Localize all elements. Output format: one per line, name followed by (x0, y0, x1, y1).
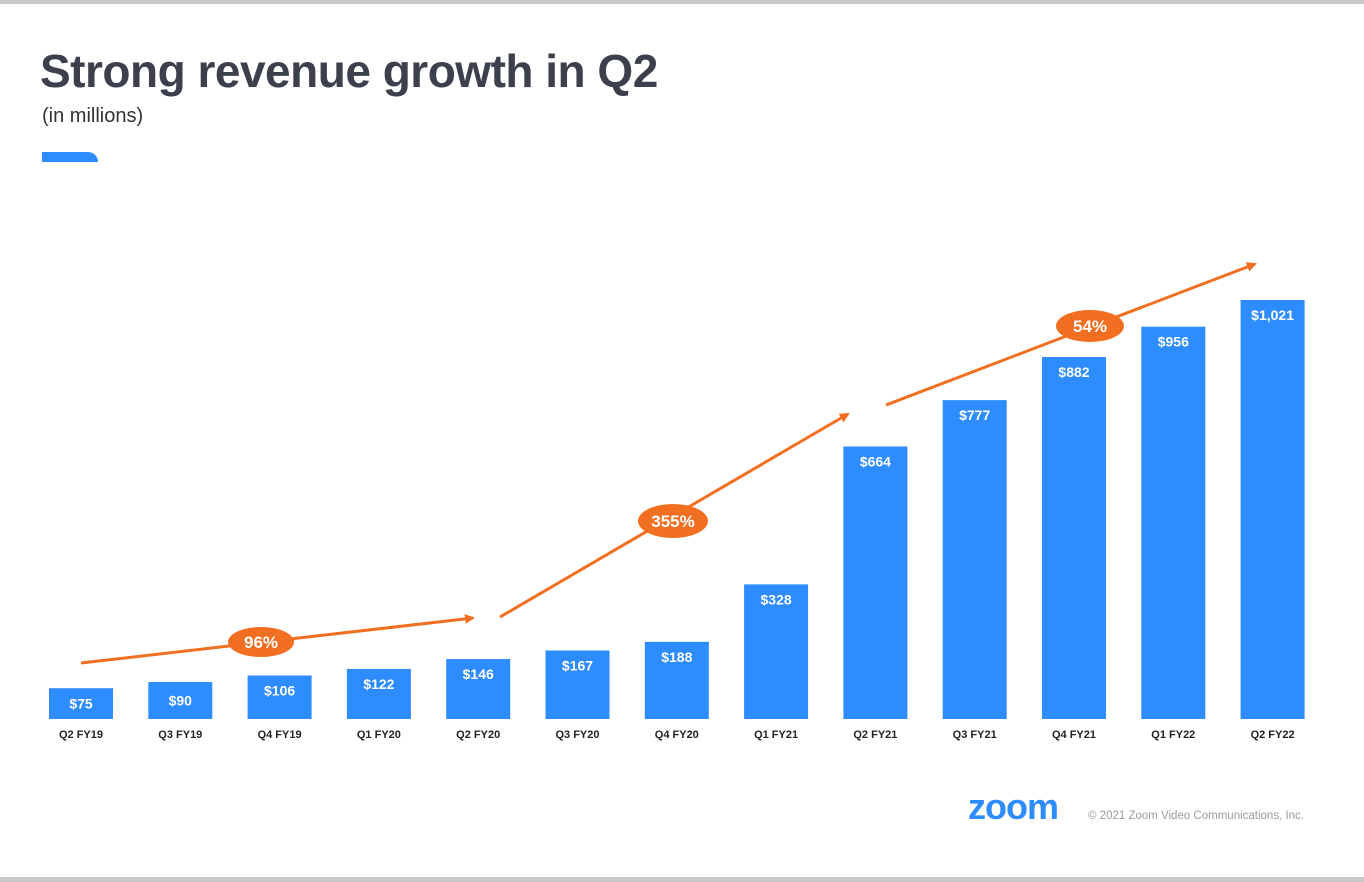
bar (49, 688, 113, 719)
bar (247, 675, 312, 719)
bar-value-label: $75 (69, 696, 93, 712)
bar-value-label: $106 (264, 682, 295, 698)
growth-label: 54% (1073, 317, 1107, 336)
bar-value-label: $146 (463, 666, 494, 682)
x-tick-label: Q2 FY22 (1251, 729, 1295, 741)
x-tick-label: Q3 FY20 (555, 729, 599, 741)
x-tick-label: Q2 FY21 (853, 729, 897, 741)
x-tick-label: Q4 FY20 (655, 729, 699, 741)
bar (1042, 357, 1106, 719)
zoom-logo: zoom (968, 786, 1059, 827)
growth-pill (638, 504, 708, 538)
x-tick-label: Q1 FY20 (357, 729, 401, 741)
bar (446, 659, 511, 719)
x-tick-label: Q2 FY19 (59, 729, 103, 741)
bar-value-label: $1,021 (1251, 307, 1294, 323)
growth-label: 96% (244, 633, 278, 652)
bar-value-label: $882 (1058, 364, 1089, 380)
x-tick-label: Q3 FY21 (953, 729, 997, 741)
bar (644, 641, 709, 719)
growth-label: 355% (651, 512, 694, 531)
bar-value-label: $664 (860, 454, 891, 470)
bar (843, 446, 908, 719)
bar (1141, 326, 1206, 719)
bar-value-label: $956 (1158, 334, 1189, 350)
x-tick-label: Q4 FY21 (1052, 729, 1096, 741)
x-tick-label: Q1 FY22 (1151, 729, 1195, 741)
growth-pill (228, 627, 294, 657)
copyright-text: © 2021 Zoom Video Communications, Inc. (1088, 810, 1305, 822)
slide-subtitle: (in millions) (42, 105, 144, 127)
bar-value-label: $122 (363, 676, 394, 692)
bar (148, 682, 213, 719)
bar (744, 584, 809, 719)
bar-value-label: $188 (661, 649, 692, 665)
bar (1240, 300, 1305, 719)
top-edge-line (0, 0, 1364, 4)
bar (942, 400, 1007, 719)
x-tick-label: Q1 FY21 (754, 729, 798, 741)
x-tick-label: Q4 FY19 (258, 729, 302, 741)
bar (545, 650, 610, 719)
x-tick-label: Q2 FY20 (456, 729, 500, 741)
slide-title: Strong revenue growth in Q2 (40, 45, 658, 97)
bar-value-label: $777 (959, 407, 990, 423)
title-accent-bar (42, 152, 98, 162)
bar (346, 668, 411, 719)
growth-pill (1056, 310, 1124, 342)
bar-value-label: $90 (169, 693, 193, 709)
bottom-edge-line (0, 877, 1364, 882)
bar-value-label: $328 (761, 591, 792, 607)
bar-value-label: $167 (562, 657, 593, 673)
x-tick-label: Q3 FY19 (158, 729, 202, 741)
